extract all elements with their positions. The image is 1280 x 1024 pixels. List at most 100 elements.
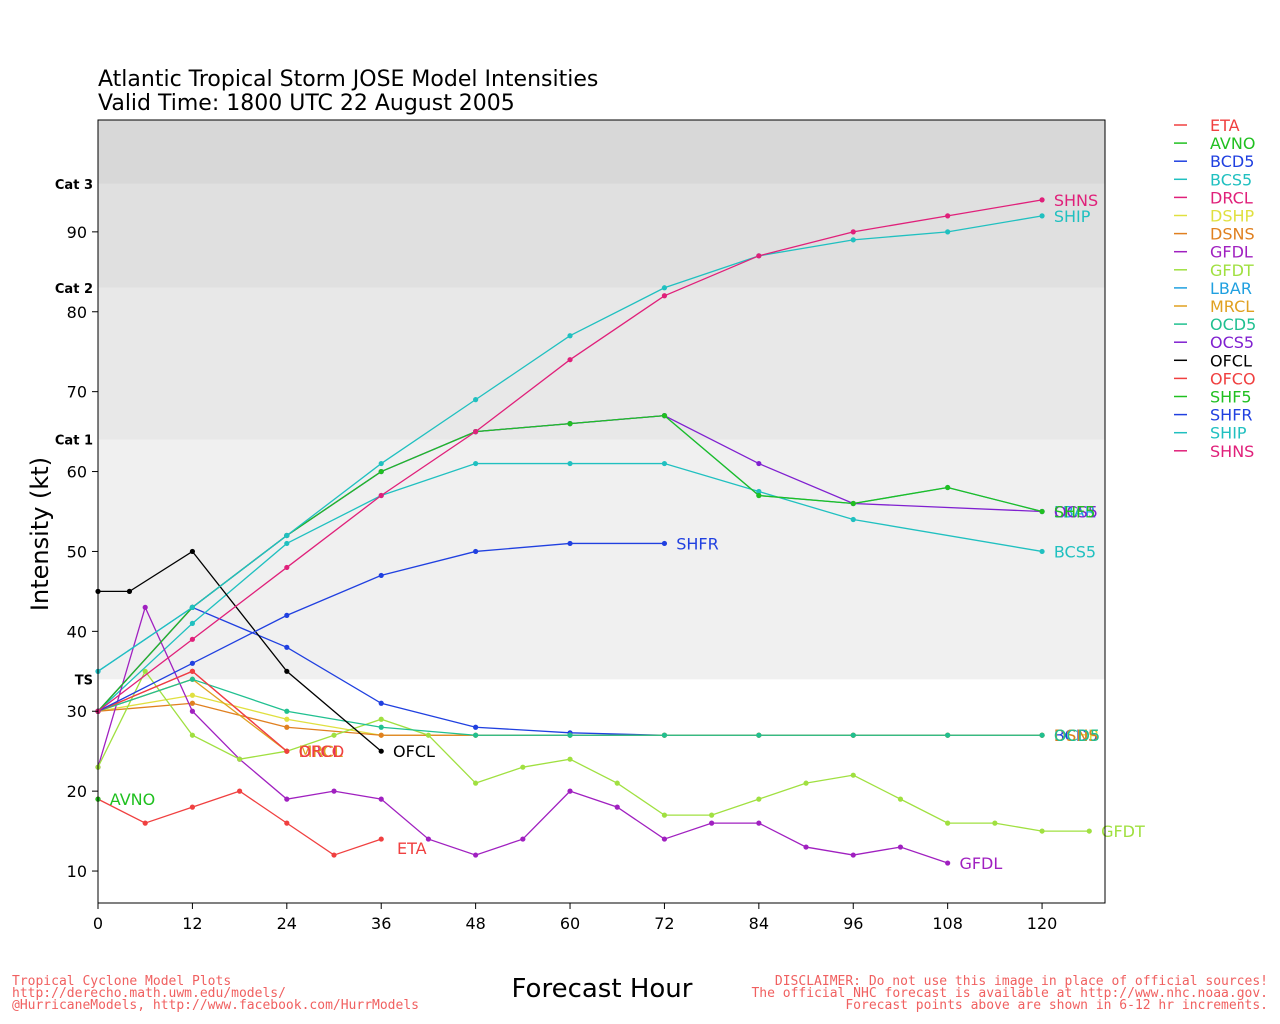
data-point: [850, 237, 856, 243]
legend-entry: OCS5: [1210, 333, 1254, 352]
series-end-label: SHIP: [1054, 207, 1091, 226]
x-tick-label: 108: [932, 914, 963, 933]
data-point: [473, 397, 479, 403]
series-end-label: OFCL: [393, 742, 435, 761]
data-point: [567, 732, 573, 738]
y-tick-label: 50: [67, 542, 87, 561]
band-label: Cat 3: [55, 178, 93, 193]
data-point: [850, 772, 856, 778]
legend-entry: OFCL: [1210, 351, 1252, 370]
legend-entry: OFCO: [1210, 369, 1256, 388]
legend: ETAAVNOBCD5BCS5DRCLDSHPDSNSGFDLGFDTLBARM…: [1174, 116, 1256, 461]
legend-entry: SHNS: [1210, 442, 1254, 461]
data-point: [850, 516, 856, 523]
data-point: [189, 700, 196, 706]
data-point: [237, 756, 243, 762]
y-tick-label: 90: [67, 223, 87, 242]
data-point: [756, 820, 762, 826]
data-point: [803, 780, 809, 786]
data-point: [850, 732, 856, 738]
chart-subtitle: Valid Time: 1800 UTC 22 August 2005: [98, 91, 515, 116]
band-label: Cat 1: [55, 434, 93, 449]
data-point: [284, 532, 290, 539]
data-point: [473, 429, 479, 435]
x-tick-label: 120: [1027, 914, 1058, 933]
y-tick-label: 80: [67, 303, 87, 322]
data-point: [1086, 828, 1092, 834]
series-line: [97, 462, 1043, 712]
x-tick-label: 60: [560, 914, 580, 933]
data-point: [1039, 828, 1045, 834]
data-point: [473, 724, 479, 730]
data-point: [850, 500, 856, 507]
data-point: [378, 748, 384, 754]
legend-entry: SHFR: [1210, 406, 1253, 425]
data-point: [189, 636, 196, 642]
footer-credits-line[interactable]: @HurricaneModels, http://www.facebook.co…: [12, 998, 419, 1013]
series-end-label: BCS5: [1054, 542, 1096, 561]
footer-credits-line: Tropical Cyclone Model Plots: [12, 974, 232, 989]
data-point: [142, 820, 148, 826]
data-point: [897, 796, 904, 802]
data-point: [567, 540, 573, 547]
data-point: [378, 716, 384, 722]
data-point: [567, 333, 573, 339]
data-point: [378, 796, 384, 802]
data-point: [756, 796, 762, 802]
data-point: [756, 460, 762, 467]
data-point: [614, 780, 620, 786]
data-point: [378, 492, 384, 499]
data-point: [661, 293, 668, 299]
data-point: [284, 796, 290, 802]
data-point: [189, 548, 196, 555]
series-end-label: OCD5: [1054, 726, 1100, 745]
y-tick-label: 30: [67, 702, 87, 721]
data-point: [284, 612, 290, 618]
data-point: [378, 460, 384, 467]
data-point: [331, 852, 337, 858]
data-point: [284, 724, 290, 730]
footer-disclaimer: DISCLAIMER: Do not use this image in pla…: [751, 975, 1268, 1012]
intensity-band: [98, 183, 1105, 288]
data-point: [614, 804, 620, 810]
series-end-label: ETA: [397, 839, 427, 858]
data-point: [473, 732, 479, 738]
data-point: [850, 229, 856, 235]
data-point: [803, 844, 809, 850]
series-end-label: LBAR: [1054, 503, 1096, 522]
intensity-band: [98, 679, 1105, 903]
x-tick-label: 96: [843, 914, 863, 933]
data-point: [378, 732, 384, 738]
series-end-label: OCS5: [1054, 503, 1098, 522]
data-point: [189, 676, 196, 682]
legend-entry: ETA: [1210, 116, 1240, 135]
data-point: [709, 820, 715, 826]
chart-title: Atlantic Tropical Storm JOSE Model Inten…: [98, 67, 598, 92]
series-end-label: GFDL: [959, 854, 1002, 873]
footer-credits-line[interactable]: http://derecho.math.uwm.edu/models/: [12, 986, 286, 1001]
data-point: [661, 285, 668, 291]
footer-disclaimer-line: The official NHC forecast is available a…: [751, 986, 1268, 1001]
data-point: [661, 413, 668, 419]
intensity-band: [98, 120, 1105, 184]
data-point: [756, 253, 762, 259]
data-point: [189, 692, 196, 698]
data-point: [945, 820, 951, 826]
y-tick-label: 60: [67, 463, 87, 482]
data-point: [142, 604, 148, 610]
series-end-label: OFCO: [299, 742, 345, 761]
x-tick-label: 36: [371, 914, 391, 933]
data-point: [378, 724, 384, 730]
data-point: [1039, 548, 1045, 555]
series-end-label: GFDT: [1101, 822, 1145, 841]
series-line: [97, 670, 1090, 832]
x-axis-label: Forecast Hour: [512, 974, 693, 1004]
legend-entry: OCD5: [1210, 315, 1256, 334]
x-tick-label: 24: [277, 914, 297, 933]
data-point: [331, 732, 337, 738]
data-point: [284, 540, 290, 547]
data-point: [473, 852, 479, 858]
data-point: [284, 644, 290, 650]
